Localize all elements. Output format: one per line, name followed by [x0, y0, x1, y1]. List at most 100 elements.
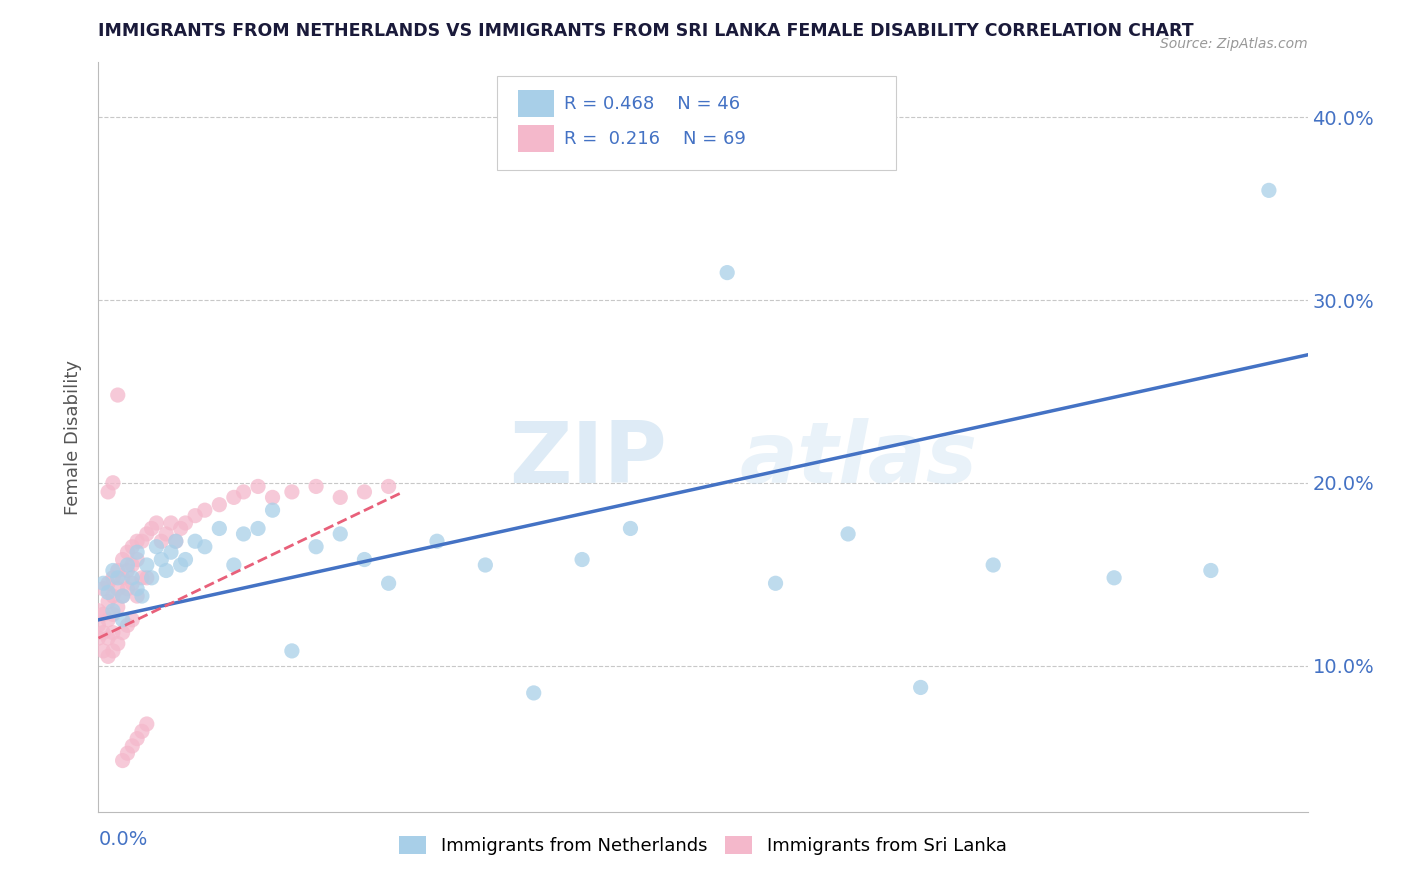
Point [87, 631, 110, 645]
Point [97, 613, 120, 627]
Point [131, 724, 153, 739]
Point [474, 558, 496, 572]
Point [194, 503, 217, 517]
Point [145, 516, 167, 530]
Point [184, 508, 207, 523]
Point [910, 681, 932, 695]
Text: IMMIGRANTS FROM NETHERLANDS VS IMMIGRANTS FROM SRI LANKA FEMALE DISABILITY CORRE: IMMIGRANTS FROM NETHERLANDS VS IMMIGRANT… [98, 22, 1194, 40]
Point [97, 649, 120, 664]
Point [101, 607, 124, 622]
Point [121, 571, 143, 585]
Point [111, 589, 134, 603]
Point [262, 491, 284, 505]
Point [160, 516, 183, 530]
Point [91, 582, 114, 596]
Point [377, 479, 399, 493]
Point [160, 545, 183, 559]
Point [101, 604, 124, 618]
Bar [517, 126, 554, 153]
Text: atlas: atlas [740, 418, 977, 501]
Point [150, 552, 173, 566]
Point [174, 552, 197, 566]
Point [165, 534, 187, 549]
Point [353, 484, 375, 499]
Point [111, 589, 134, 603]
Point [281, 484, 304, 499]
Point [117, 582, 139, 596]
Point [523, 686, 546, 700]
Point [184, 534, 207, 549]
Point [87, 618, 110, 632]
Point [353, 552, 375, 566]
Point [131, 571, 153, 585]
Point [232, 484, 254, 499]
Point [165, 534, 187, 549]
Point [97, 594, 120, 608]
Point [135, 558, 157, 572]
Point [107, 600, 129, 615]
Point [208, 498, 231, 512]
Point [222, 491, 245, 505]
Point [141, 571, 163, 585]
Point [131, 534, 153, 549]
FancyBboxPatch shape [498, 76, 897, 169]
Point [111, 754, 134, 768]
Point [91, 576, 114, 591]
Point [305, 479, 328, 493]
Point [208, 521, 231, 535]
Point [97, 576, 120, 591]
Point [127, 589, 149, 603]
Point [97, 631, 120, 645]
Point [107, 582, 129, 596]
Point [169, 558, 191, 572]
Point [127, 731, 149, 746]
Bar [517, 90, 554, 117]
Point [127, 552, 149, 566]
Point [111, 613, 134, 627]
Point [155, 527, 177, 541]
Point [121, 558, 143, 572]
Point [101, 589, 124, 603]
Point [107, 388, 129, 402]
Point [117, 564, 139, 578]
Point [247, 479, 270, 493]
Point [91, 625, 114, 640]
Point [127, 582, 149, 596]
Point [111, 571, 134, 585]
Point [194, 540, 217, 554]
Point [121, 540, 143, 554]
Point [222, 558, 245, 572]
Point [981, 558, 1004, 572]
Text: 0.0%: 0.0% [98, 830, 148, 849]
Point [101, 564, 124, 578]
Point [571, 552, 593, 566]
Text: R = 0.468    N = 46: R = 0.468 N = 46 [564, 95, 740, 112]
Point [111, 625, 134, 640]
Point [121, 739, 143, 753]
Point [131, 589, 153, 603]
Point [305, 540, 328, 554]
Text: Source: ZipAtlas.com: Source: ZipAtlas.com [1160, 37, 1308, 51]
Point [107, 564, 129, 578]
Point [121, 613, 143, 627]
Point [101, 475, 124, 490]
Point [247, 521, 270, 535]
Point [117, 558, 139, 572]
Point [377, 576, 399, 591]
Point [117, 545, 139, 559]
Point [155, 564, 177, 578]
Point [127, 545, 149, 559]
Point [107, 637, 129, 651]
Point [87, 604, 110, 618]
Point [150, 534, 173, 549]
Point [117, 618, 139, 632]
Point [174, 516, 197, 530]
Point [619, 521, 641, 535]
Legend: Immigrants from Netherlands, Immigrants from Sri Lanka: Immigrants from Netherlands, Immigrants … [399, 836, 1007, 855]
Point [117, 746, 139, 760]
Point [101, 644, 124, 658]
Point [135, 527, 157, 541]
Point [97, 484, 120, 499]
Point [837, 527, 859, 541]
Point [101, 571, 124, 585]
